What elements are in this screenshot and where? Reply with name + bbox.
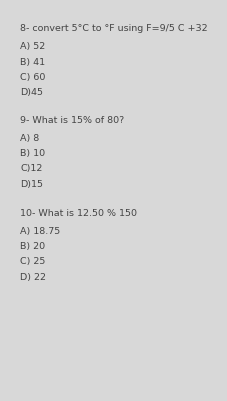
Text: A) 8: A) 8 [20, 134, 40, 143]
Text: 9- What is 15% of 80?: 9- What is 15% of 80? [20, 116, 125, 125]
Text: C) 25: C) 25 [20, 257, 46, 266]
Text: 10- What is 12.50 % 150: 10- What is 12.50 % 150 [20, 209, 137, 218]
Text: B) 20: B) 20 [20, 242, 46, 251]
Text: D)15: D)15 [20, 180, 43, 188]
Text: B) 10: B) 10 [20, 149, 46, 158]
Text: D)45: D)45 [20, 88, 43, 97]
Text: C) 60: C) 60 [20, 73, 46, 82]
Text: A) 52: A) 52 [20, 43, 46, 51]
Text: A) 18.75: A) 18.75 [20, 227, 61, 236]
Text: C)12: C)12 [20, 164, 43, 173]
Text: D) 22: D) 22 [20, 273, 47, 282]
Text: 8- convert 5°C to °F using F=9/5 C +32: 8- convert 5°C to °F using F=9/5 C +32 [20, 24, 208, 32]
Text: B) 41: B) 41 [20, 58, 46, 67]
